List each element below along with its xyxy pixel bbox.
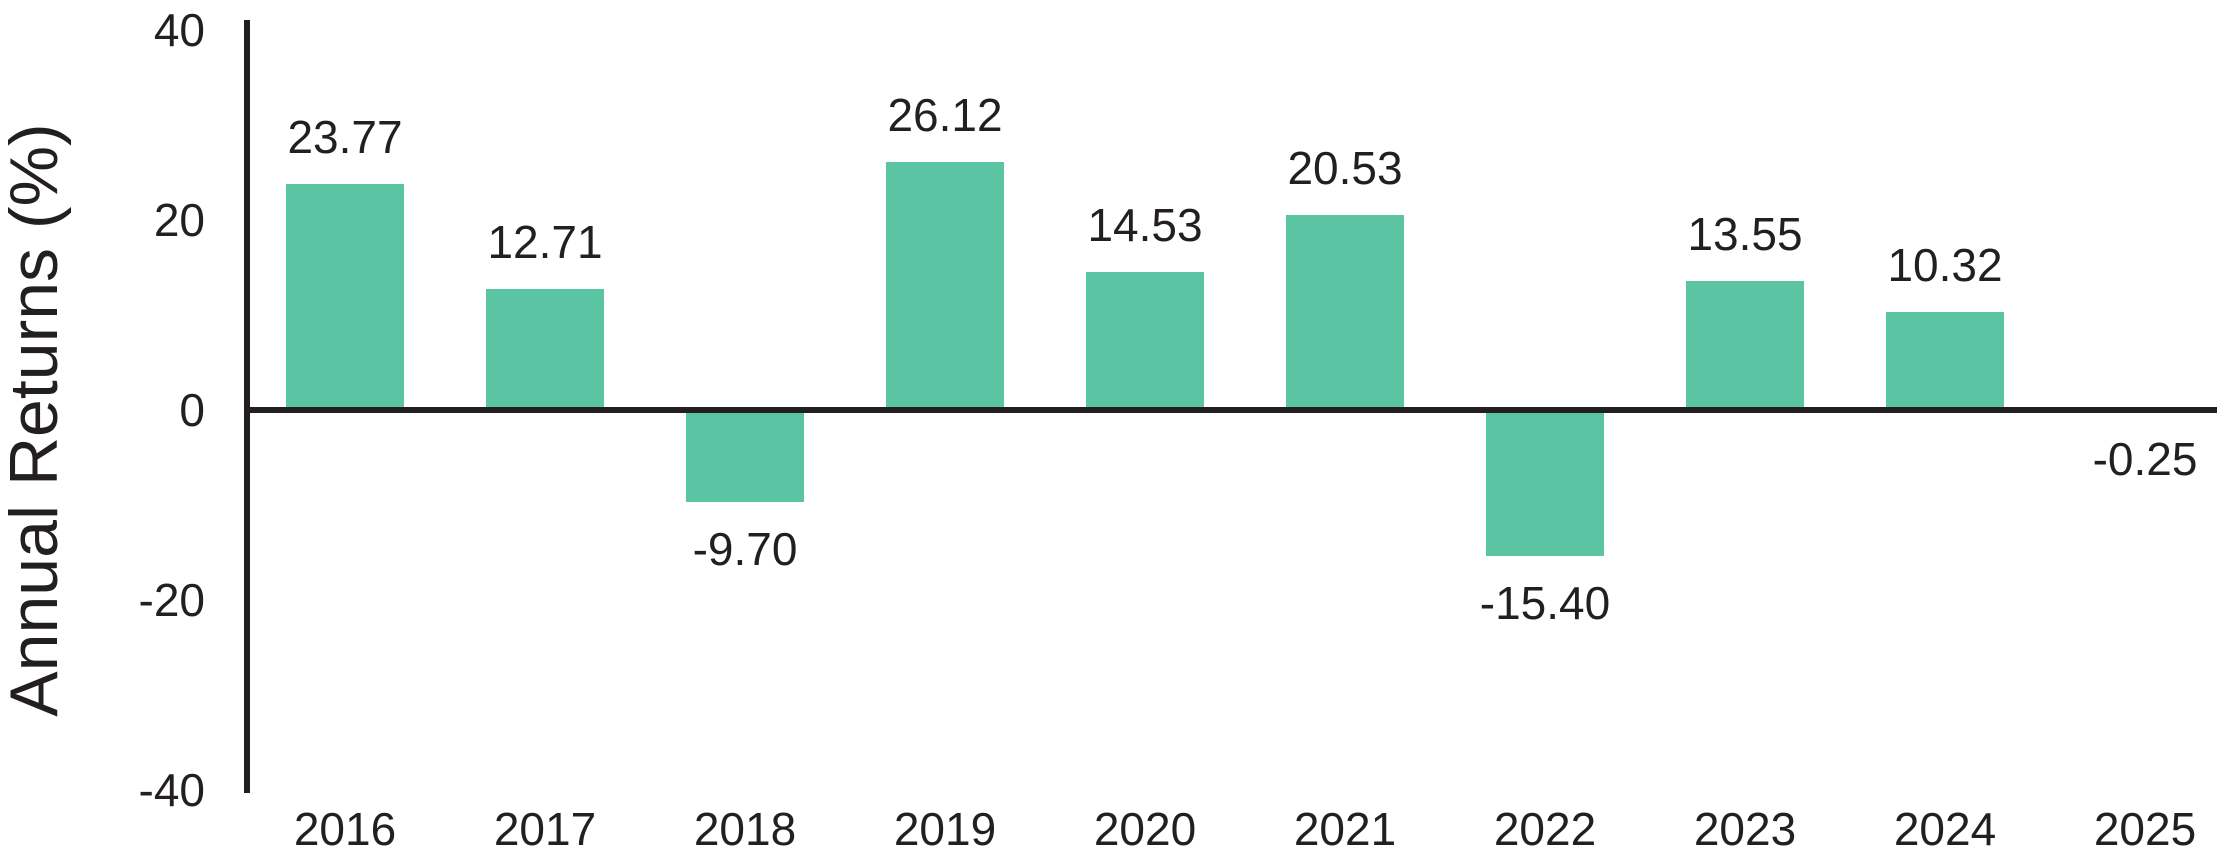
y-tick-label: 0: [179, 384, 205, 436]
bar: [1486, 407, 1604, 557]
bar: [1086, 271, 1204, 413]
x-tick-label: 2016: [293, 803, 397, 855]
bar: [886, 161, 1004, 413]
bar: [286, 184, 404, 413]
x-tick-label: 2025: [2093, 803, 2197, 855]
bar: [1686, 281, 1804, 413]
bar-value-label: -15.40: [1479, 577, 1611, 630]
x-tick-label: 2017: [493, 803, 597, 855]
bar: [486, 289, 604, 413]
bar: [1286, 214, 1404, 413]
x-tick-label: 2018: [693, 803, 797, 855]
y-tick-label: 40: [153, 4, 205, 56]
bar: [686, 407, 804, 503]
bar-value-label: -9.70: [692, 523, 798, 576]
y-axis-line: [244, 20, 250, 793]
bar-value-label: 12.71: [487, 216, 603, 269]
bar-value-label: 26.12: [887, 88, 1003, 141]
bar-value-label: 23.77: [287, 111, 403, 164]
x-tick-label: 2021: [1293, 803, 1397, 855]
x-tick-label: 2023: [1693, 803, 1797, 855]
x-tick-label: 2022: [1493, 803, 1597, 855]
y-tick-label: 20: [153, 194, 205, 246]
y-tick-label: -40: [138, 764, 205, 816]
x-tick-label: 2020: [1093, 803, 1197, 855]
bar-value-label: -0.25: [2092, 433, 2198, 486]
bar-value-label: 10.32: [1887, 238, 2003, 291]
bar-value-label: 13.55: [1687, 208, 1803, 261]
bar: [1886, 311, 2004, 413]
bar-value-label: 14.53: [1087, 198, 1203, 251]
bar-value-label: 20.53: [1287, 141, 1403, 194]
zero-baseline: [244, 407, 2217, 413]
x-tick-label: 2019: [893, 803, 997, 855]
y-tick-label: -20: [138, 574, 205, 626]
x-tick-label: 2024: [1893, 803, 1997, 855]
